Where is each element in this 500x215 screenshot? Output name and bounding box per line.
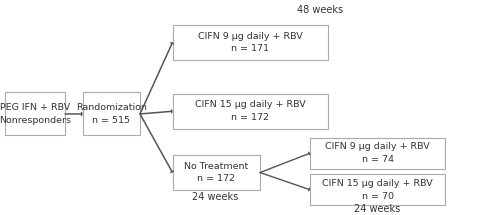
FancyBboxPatch shape — [310, 174, 445, 205]
FancyBboxPatch shape — [172, 94, 328, 129]
Text: PEG IFN + RBV: PEG IFN + RBV — [0, 103, 70, 112]
Text: n = 172: n = 172 — [231, 113, 269, 122]
FancyBboxPatch shape — [172, 155, 260, 190]
Text: CIFN 15 μg daily + RBV: CIFN 15 μg daily + RBV — [322, 179, 433, 188]
Text: CIFN 15 μg daily + RBV: CIFN 15 μg daily + RBV — [194, 100, 306, 109]
Text: n = 172: n = 172 — [197, 175, 235, 183]
Text: n = 171: n = 171 — [231, 45, 269, 53]
Text: n = 74: n = 74 — [362, 155, 394, 164]
Text: CIFN 9 μg daily + RBV: CIFN 9 μg daily + RBV — [198, 32, 302, 40]
Text: No Treatment: No Treatment — [184, 162, 248, 170]
FancyBboxPatch shape — [310, 138, 445, 169]
Text: 24 weeks: 24 weeks — [354, 204, 401, 214]
FancyBboxPatch shape — [172, 25, 328, 60]
Text: 24 weeks: 24 weeks — [192, 192, 238, 202]
Text: CIFN 9 μg daily + RBV: CIFN 9 μg daily + RBV — [325, 142, 430, 151]
Text: n = 515: n = 515 — [92, 116, 130, 125]
FancyBboxPatch shape — [82, 92, 140, 135]
Text: Randomization: Randomization — [76, 103, 146, 112]
FancyBboxPatch shape — [5, 92, 65, 135]
Text: 48 weeks: 48 weeks — [297, 5, 343, 15]
Text: n = 70: n = 70 — [362, 192, 394, 201]
Text: Nonresponders: Nonresponders — [0, 116, 71, 125]
